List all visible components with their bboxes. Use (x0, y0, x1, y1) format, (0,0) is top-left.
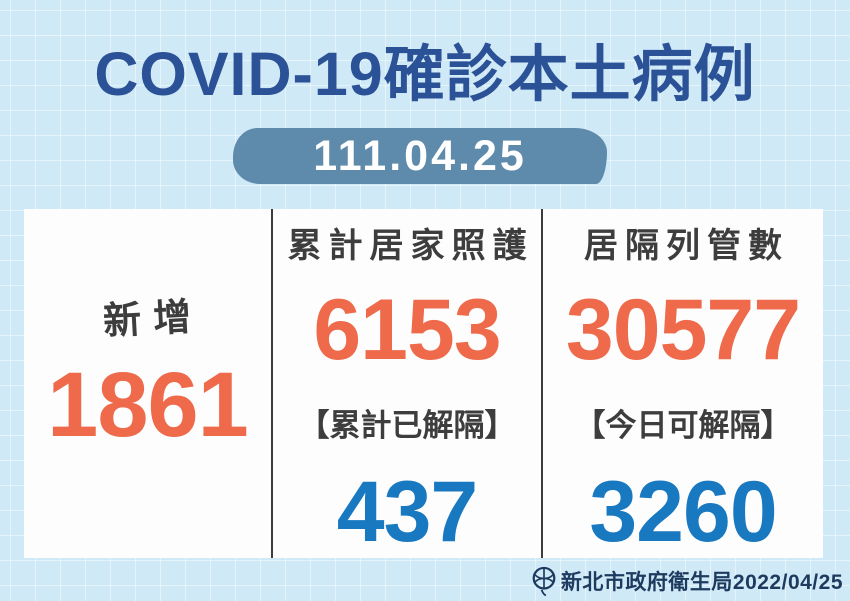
home-care-total: 6153 (313, 282, 501, 378)
footer-text: 新北市政府衛生局2022/04/25 (560, 571, 843, 594)
footer: 新北市政府衛生局2022/04/25 (530, 565, 843, 597)
page-title: COVID-19確診本土病例 (94, 40, 756, 108)
new-cases-label: 新增 (102, 296, 205, 344)
quarantine-header: 居隔列管數 (584, 227, 789, 265)
home-care-released-value: 437 (336, 464, 478, 560)
stats-card: 新增 1861 累計居家照護 6153 【累計已解隔】 437 居隔列管數 30… (24, 209, 823, 558)
column-quarantine: 居隔列管數 30577 【今日可解隔】 3260 (541, 209, 823, 558)
quarantine-release-label: 【今日可解隔】 (574, 408, 792, 443)
date-badge: 111.04.25 (233, 128, 607, 184)
date-badge-text: 111.04.25 (313, 131, 527, 180)
quarantine-release-value: 3260 (589, 464, 777, 560)
new-cases-value: 1861 (47, 354, 249, 456)
quarantine-total: 30577 (565, 282, 801, 378)
column-new-cases: 新增 1861 (24, 209, 271, 558)
column-home-care: 累計居家照護 6153 【累計已解隔】 437 (271, 209, 541, 558)
home-care-released-label: 【累計已解隔】 (298, 408, 516, 443)
city-seal-icon (530, 565, 558, 597)
home-care-header: 累計居家照護 (287, 227, 534, 265)
